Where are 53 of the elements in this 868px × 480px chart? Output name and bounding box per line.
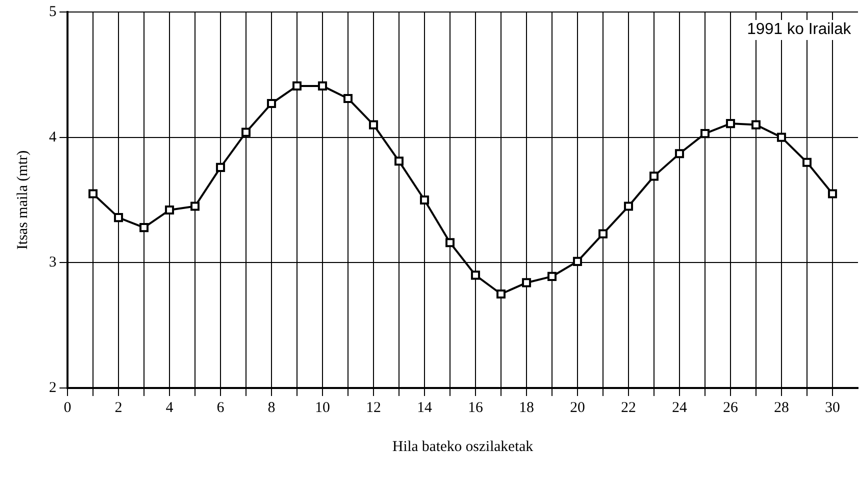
point — [216, 162, 226, 172]
x-tick-label: 6 — [216, 400, 225, 416]
point — [114, 213, 124, 222]
point — [726, 119, 736, 128]
x-tick-label: 14 — [417, 400, 432, 416]
point — [470, 270, 480, 280]
point — [241, 128, 251, 137]
point — [776, 132, 786, 142]
point — [700, 129, 710, 138]
x-tick-label: 26 — [723, 400, 738, 416]
point — [318, 81, 328, 90]
y-axis-title: Itsas maila (mtr) — [14, 150, 31, 250]
point — [802, 158, 812, 167]
x-tick-label: 16 — [468, 400, 484, 416]
point — [522, 278, 532, 288]
point — [88, 189, 98, 198]
x-tick-label: 12 — [366, 400, 381, 416]
point — [164, 205, 174, 215]
x-tick-label: 2 — [114, 400, 122, 416]
x-tick-label: 30 — [825, 400, 840, 416]
point — [751, 120, 761, 130]
x-tick-label: 18 — [519, 400, 534, 416]
x-tick-label: 22 — [621, 400, 636, 416]
point — [292, 81, 302, 90]
x-tick-label: 0 — [64, 400, 72, 416]
point — [547, 272, 557, 281]
x-tick-label: 28 — [774, 400, 789, 416]
x-tick-label: 20 — [570, 400, 585, 416]
annotation: 1991 ko Irailak — [744, 20, 854, 40]
point — [445, 238, 455, 248]
point — [368, 120, 378, 130]
y-tick-label: 2 — [49, 380, 56, 396]
point — [624, 202, 634, 211]
x-tick-label: 8 — [268, 400, 276, 416]
point — [674, 149, 684, 158]
point — [420, 195, 430, 205]
point — [496, 289, 506, 299]
y-tick-label: 3 — [49, 254, 56, 271]
point — [572, 256, 582, 266]
point — [266, 98, 276, 108]
x-tick-label: 24 — [672, 400, 688, 416]
point — [598, 229, 608, 238]
x-axis-title: Hila bateko oszilaketak — [392, 438, 534, 455]
point — [139, 223, 149, 232]
point — [343, 94, 353, 104]
y-tick-label: 5 — [49, 4, 56, 20]
x-tick-label: 10 — [315, 400, 330, 416]
y-tick-label: 4 — [49, 129, 57, 146]
point — [828, 189, 838, 198]
point — [394, 156, 404, 166]
point — [190, 202, 200, 211]
point — [649, 172, 659, 181]
x-tick-label: 4 — [166, 400, 174, 416]
